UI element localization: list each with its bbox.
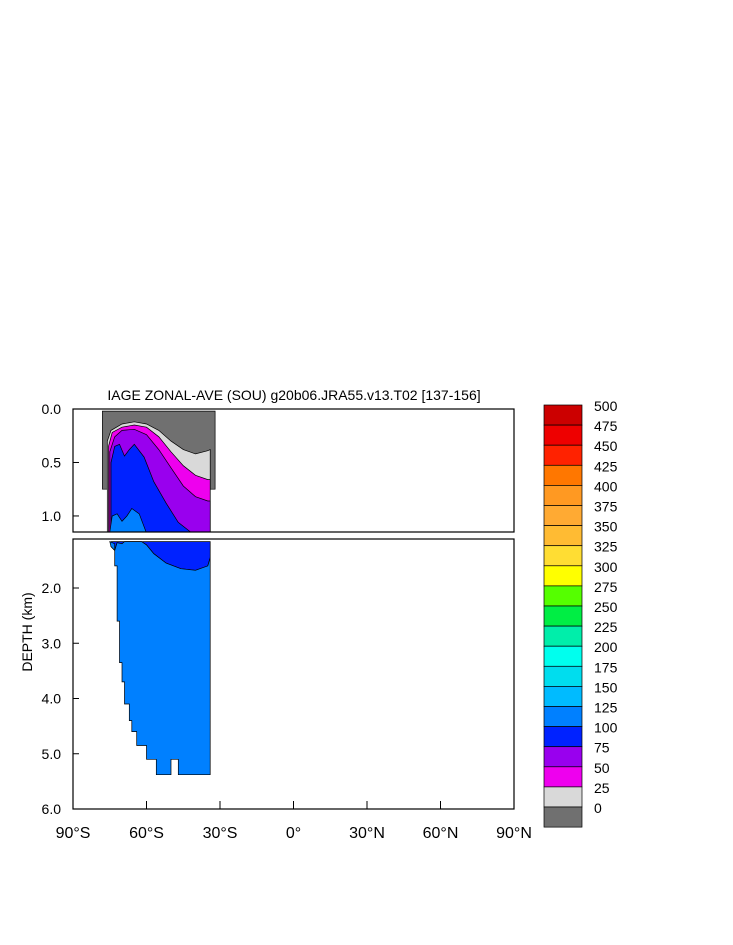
colorbar-label: 275	[594, 579, 618, 595]
colorbar-label: 375	[594, 499, 618, 515]
lower-y-tick-label: 2.0	[42, 580, 62, 596]
chart-title: IAGE ZONAL-AVE (SOU) g20b06.JRA55.v13.T0…	[107, 387, 480, 403]
colorbar-label: 500	[594, 398, 618, 414]
colorbar-swatch	[543, 706, 583, 727]
upper-y-tick-label: 0.5	[42, 454, 62, 470]
colorbar-swatch	[543, 806, 583, 828]
upper-panel	[72, 408, 515, 533]
colorbar-label: 325	[594, 539, 618, 555]
colorbar-swatch	[543, 786, 583, 808]
colorbar-label: 75	[594, 740, 610, 756]
band-125-150-lower	[109, 540, 211, 776]
colorbar-label: 425	[594, 458, 618, 474]
colorbar-swatch	[543, 525, 583, 547]
colorbar-label: 350	[594, 519, 618, 535]
colorbar: 5004754504254003753503253002752502252001…	[543, 398, 618, 828]
x-tick-label: 30°N	[349, 825, 385, 842]
colorbar-swatch	[543, 545, 583, 567]
x-axis: 90°S 60°S 30°S 0° 30°N 60°N 90°N	[56, 801, 532, 842]
colorbar-label: 250	[594, 599, 618, 615]
upper-y-tick-label: 0.0	[42, 401, 62, 417]
colorbar-swatch	[543, 444, 583, 466]
x-tick-label: 90°S	[56, 825, 91, 842]
colorbar-label: 150	[594, 679, 618, 695]
colorbar-label: 100	[594, 720, 618, 736]
colorbar-label: 200	[594, 639, 618, 655]
colorbar-swatch	[543, 625, 583, 647]
colorbar-label: 450	[594, 438, 618, 454]
colorbar-label: 175	[594, 659, 618, 675]
colorbar-label: 0	[594, 800, 602, 816]
colorbar-swatch	[543, 645, 583, 667]
colorbar-swatch	[543, 605, 583, 627]
colorbar-swatch	[543, 766, 583, 788]
colorbar-label: 400	[594, 478, 618, 494]
y-axis-label: DEPTH (km)	[19, 592, 35, 671]
lower-panel	[72, 538, 515, 810]
x-tick-label: 60°S	[129, 825, 164, 842]
colorbar-swatch	[543, 665, 583, 687]
colorbar-swatch	[543, 686, 583, 707]
colorbar-swatch	[543, 746, 583, 768]
colorbar-swatch	[543, 485, 583, 506]
colorbar-swatch	[543, 404, 583, 426]
x-tick-label: 90°N	[496, 825, 532, 842]
lower-y-tick-label: 4.0	[42, 691, 62, 707]
lower-y-tick-label: 6.0	[42, 801, 62, 817]
colorbar-label: 225	[594, 619, 618, 635]
colorbar-swatch	[543, 464, 583, 486]
upper-y-axis: 0.0 0.5 1.0	[42, 401, 79, 524]
colorbar-swatch	[543, 565, 583, 587]
colorbar-label: 125	[594, 700, 618, 716]
lower-y-axis: 2.0 3.0 4.0 5.0 6.0	[42, 580, 79, 817]
upper-panel-frame	[72, 408, 515, 533]
colorbar-swatch	[543, 424, 583, 446]
colorbar-label: 475	[594, 418, 618, 434]
colorbar-label: 50	[594, 760, 610, 776]
colorbar-swatch	[543, 585, 583, 607]
x-tick-label: 30°S	[203, 825, 238, 842]
colorbar-label: 25	[594, 780, 610, 796]
lower-y-tick-label: 5.0	[42, 746, 62, 762]
upper-y-tick-label: 1.0	[42, 508, 62, 524]
lower-y-tick-label: 3.0	[42, 635, 62, 651]
band-125-150-upper	[109, 508, 147, 532]
colorbar-swatch	[543, 726, 583, 748]
colorbar-label: 300	[594, 559, 618, 575]
x-tick-label: 0°	[286, 825, 301, 842]
colorbar-swatch	[543, 505, 583, 526]
x-tick-label: 60°N	[423, 825, 459, 842]
